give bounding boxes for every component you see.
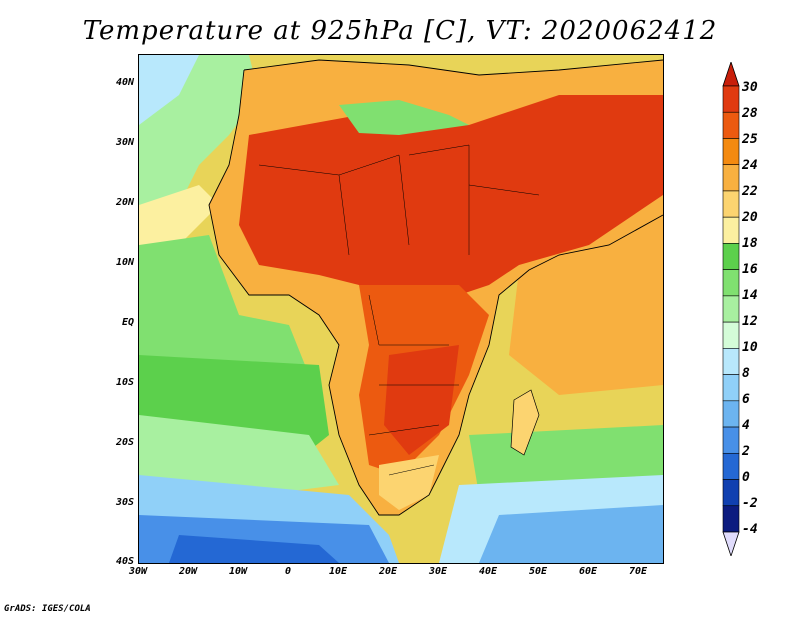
lat-label-20s: 20S bbox=[115, 437, 134, 448]
colorbar-label-24: 24 bbox=[742, 158, 758, 173]
colorbar-segment bbox=[722, 505, 740, 533]
colorbar-label-6: 6 bbox=[742, 392, 750, 407]
colorbar-label-10: 10 bbox=[742, 340, 758, 355]
colorbar-segments bbox=[722, 85, 740, 533]
lon-label-20e: 20E bbox=[378, 566, 398, 577]
colorbar bbox=[722, 62, 740, 556]
lon-label-10e: 10E bbox=[328, 566, 348, 577]
political-borders bbox=[258, 144, 540, 476]
southern-africa-mild bbox=[379, 455, 439, 510]
colorbar-label-minus4: -4 bbox=[742, 522, 758, 537]
colorbar-label-4: 4 bbox=[742, 418, 750, 433]
atlantic-south-cool bbox=[139, 415, 339, 495]
colorbar-label-2: 2 bbox=[742, 444, 750, 459]
colorbar-label-minus2: -2 bbox=[742, 496, 758, 511]
colorbar-segment bbox=[722, 452, 740, 480]
colorbar-label-16: 16 bbox=[742, 262, 758, 277]
colorbar-segment bbox=[722, 348, 740, 375]
colorbar-label-14: 14 bbox=[742, 288, 758, 303]
colorbar-label-20: 20 bbox=[742, 210, 758, 225]
lat-label-40s: 40S bbox=[115, 556, 134, 567]
colorbar-segment bbox=[722, 321, 740, 349]
colorbar-bottom-arrow bbox=[722, 531, 740, 556]
sahara-arabia-hot bbox=[239, 95, 663, 295]
lat-label-40n: 40N bbox=[115, 77, 134, 88]
colorbar-label-0: 0 bbox=[742, 470, 750, 485]
map-canvas bbox=[139, 55, 663, 563]
lat-label-10n: 10N bbox=[115, 257, 134, 268]
lat-label-30n: 30N bbox=[115, 137, 134, 148]
lon-label-60e: 60E bbox=[578, 566, 598, 577]
colorbar-segment bbox=[722, 269, 740, 297]
colorbar-segment bbox=[722, 216, 740, 244]
atlantic-tropic-warm bbox=[139, 185, 219, 255]
coastline bbox=[208, 59, 663, 516]
lon-label-30w: 30W bbox=[128, 566, 148, 577]
lon-label-70e: 70E bbox=[628, 566, 648, 577]
colorbar-top-arrow bbox=[722, 62, 740, 87]
colorbar-segment bbox=[722, 479, 740, 507]
colorbar-label-18: 18 bbox=[742, 236, 758, 251]
colorbar-segment bbox=[722, 111, 740, 139]
colorbar-label-25: 25 bbox=[742, 132, 758, 147]
colorbar-segment bbox=[722, 243, 740, 270]
colorbar-label-22: 22 bbox=[742, 184, 758, 199]
footer-credit: GrADS: IGES/COLA bbox=[4, 604, 91, 614]
lon-label-40e: 40E bbox=[478, 566, 498, 577]
colorbar-label-8: 8 bbox=[742, 366, 750, 381]
lat-label-20n: 20N bbox=[115, 197, 134, 208]
colorbar-segment bbox=[722, 164, 740, 192]
madagascar bbox=[510, 389, 540, 456]
colorbar-segment bbox=[722, 374, 740, 402]
lon-label-20w: 20W bbox=[178, 566, 198, 577]
colorbar-label-28: 28 bbox=[742, 106, 758, 121]
lon-label-10w: 10W bbox=[228, 566, 248, 577]
southern-ocean-coldest bbox=[169, 535, 339, 563]
colorbar-label-12: 12 bbox=[742, 314, 758, 329]
colorbar-segment bbox=[722, 426, 740, 454]
lat-label-10s: 10S bbox=[115, 377, 134, 388]
lon-label-30e: 30E bbox=[428, 566, 448, 577]
atlantic-north-cool bbox=[139, 55, 199, 125]
lat-label-30s: 30S bbox=[115, 497, 134, 508]
mediterranean-field bbox=[339, 100, 469, 135]
colorbar-segment bbox=[722, 400, 740, 428]
map-title: Temperature at 925hPa [C], VT: 202006241… bbox=[82, 16, 718, 46]
temperature-map bbox=[138, 54, 664, 564]
colorbar-segment bbox=[722, 295, 740, 323]
lat-label-eq: EQ bbox=[121, 317, 134, 328]
colorbar-segment bbox=[722, 138, 740, 166]
atlantic-equatorial-field bbox=[139, 235, 309, 385]
colorbar-label-30: 30 bbox=[742, 80, 758, 95]
lon-label-50e: 50E bbox=[528, 566, 548, 577]
colorbar-segment bbox=[722, 190, 740, 218]
lon-label-0: 0 bbox=[284, 566, 292, 577]
central-africa-hottest bbox=[384, 345, 459, 455]
indian-ocean-cold bbox=[479, 505, 663, 563]
colorbar-segment bbox=[722, 85, 740, 113]
